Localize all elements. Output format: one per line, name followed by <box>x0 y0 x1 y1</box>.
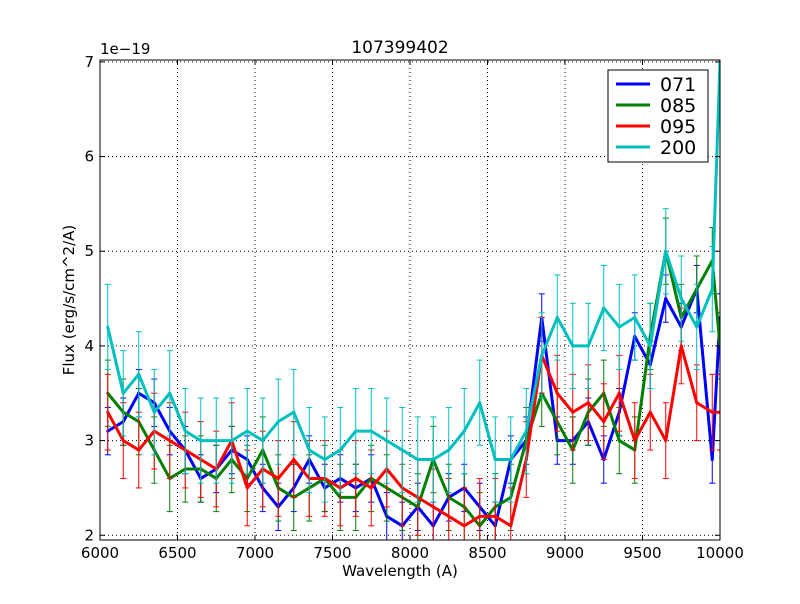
data-point-095 <box>121 439 125 443</box>
data-point-200 <box>338 448 342 452</box>
data-point-200 <box>571 344 575 348</box>
data-point-095 <box>586 401 590 405</box>
x-tick-label: 9500 <box>623 544 661 562</box>
data-point-200 <box>385 439 389 443</box>
y-axis-label: Flux (erg/s/cm^2/A) <box>60 225 78 376</box>
data-point-200 <box>695 325 699 329</box>
x-tick-label: 8000 <box>391 544 429 562</box>
data-point-200 <box>276 420 280 424</box>
data-point-200 <box>602 306 606 310</box>
data-point-200 <box>168 391 172 395</box>
data-point-095 <box>478 514 482 518</box>
data-point-200 <box>462 429 466 433</box>
x-tick-label: 6500 <box>158 544 196 562</box>
data-point-200 <box>323 458 327 462</box>
x-tick-label: 6000 <box>81 544 119 562</box>
data-point-200 <box>183 429 187 433</box>
data-point-200 <box>106 325 110 329</box>
data-point-200 <box>493 458 497 462</box>
data-point-085 <box>617 439 621 443</box>
legend-label-200: 200 <box>660 137 696 159</box>
data-point-200 <box>230 439 234 443</box>
series-layer <box>104 60 720 540</box>
data-point-095 <box>462 524 466 528</box>
data-point-095 <box>617 391 621 395</box>
data-point-200 <box>137 372 141 376</box>
chart-title: 107399402 <box>351 38 448 58</box>
x-tick-label: 9000 <box>546 544 584 562</box>
data-point-200 <box>664 249 668 253</box>
data-point-200 <box>447 448 451 452</box>
data-point-200 <box>354 429 358 433</box>
data-point-200 <box>416 458 420 462</box>
data-point-200 <box>292 410 296 414</box>
data-point-071 <box>710 458 714 462</box>
data-point-095 <box>369 486 373 490</box>
data-point-095 <box>602 420 606 424</box>
series-200 <box>104 60 720 503</box>
x-tick-label: 8500 <box>468 544 506 562</box>
data-point-200 <box>152 410 156 414</box>
data-point-095 <box>276 476 280 480</box>
data-point-095 <box>431 505 435 509</box>
data-point-095 <box>710 410 714 414</box>
data-point-095 <box>648 410 652 414</box>
y-tick-label: 6 <box>84 148 94 166</box>
x-axis-label: Wavelength (A) <box>342 562 458 580</box>
x-tick-label: 7000 <box>236 544 274 562</box>
data-point-200 <box>679 297 683 301</box>
legend-label-071: 071 <box>660 74 696 96</box>
data-point-200 <box>524 429 528 433</box>
data-point-095 <box>354 476 358 480</box>
data-point-095 <box>695 401 699 405</box>
data-point-095 <box>447 514 451 518</box>
y-tick-label: 7 <box>84 53 94 71</box>
x-tick-label: 7500 <box>313 544 351 562</box>
data-point-200 <box>478 401 482 405</box>
data-point-200 <box>400 448 404 452</box>
data-point-095 <box>679 344 683 348</box>
y-axis-offset-label: 1e−19 <box>100 40 150 58</box>
y-tick-label: 5 <box>84 242 94 260</box>
y-tick-label: 3 <box>84 432 94 450</box>
data-point-200 <box>214 439 218 443</box>
data-point-095 <box>509 524 513 528</box>
y-tick-label: 4 <box>84 337 94 355</box>
data-point-095 <box>633 439 637 443</box>
data-point-095 <box>571 410 575 414</box>
data-point-095 <box>292 458 296 462</box>
data-point-200 <box>121 391 125 395</box>
data-point-095 <box>106 410 110 414</box>
data-point-200 <box>648 344 652 348</box>
data-point-200 <box>245 429 249 433</box>
data-point-095 <box>493 514 497 518</box>
data-point-200 <box>633 316 637 320</box>
data-point-095 <box>137 448 141 452</box>
data-point-071 <box>664 297 668 301</box>
tick-layer: 6000 6500 7000 7500 8000 8500 9000 9500 10000 2 3 4… <box>81 53 744 562</box>
x-tick-label: 10000 <box>696 544 744 562</box>
data-point-095 <box>664 439 668 443</box>
data-point-200 <box>261 439 265 443</box>
data-point-200 <box>431 458 435 462</box>
data-point-200 <box>710 287 714 291</box>
data-point-200 <box>586 344 590 348</box>
data-point-095 <box>168 439 172 443</box>
data-point-200 <box>369 429 373 433</box>
data-point-095 <box>555 391 559 395</box>
legend-label-085: 085 <box>660 95 696 117</box>
data-point-200 <box>555 316 559 320</box>
data-point-200 <box>540 353 544 357</box>
data-point-095 <box>245 486 249 490</box>
y-tick-label: 2 <box>84 526 94 544</box>
data-point-200 <box>307 448 311 452</box>
data-point-200 <box>509 458 513 462</box>
data-point-200 <box>617 325 621 329</box>
data-point-200 <box>199 439 203 443</box>
legend-label-095: 095 <box>660 116 696 138</box>
